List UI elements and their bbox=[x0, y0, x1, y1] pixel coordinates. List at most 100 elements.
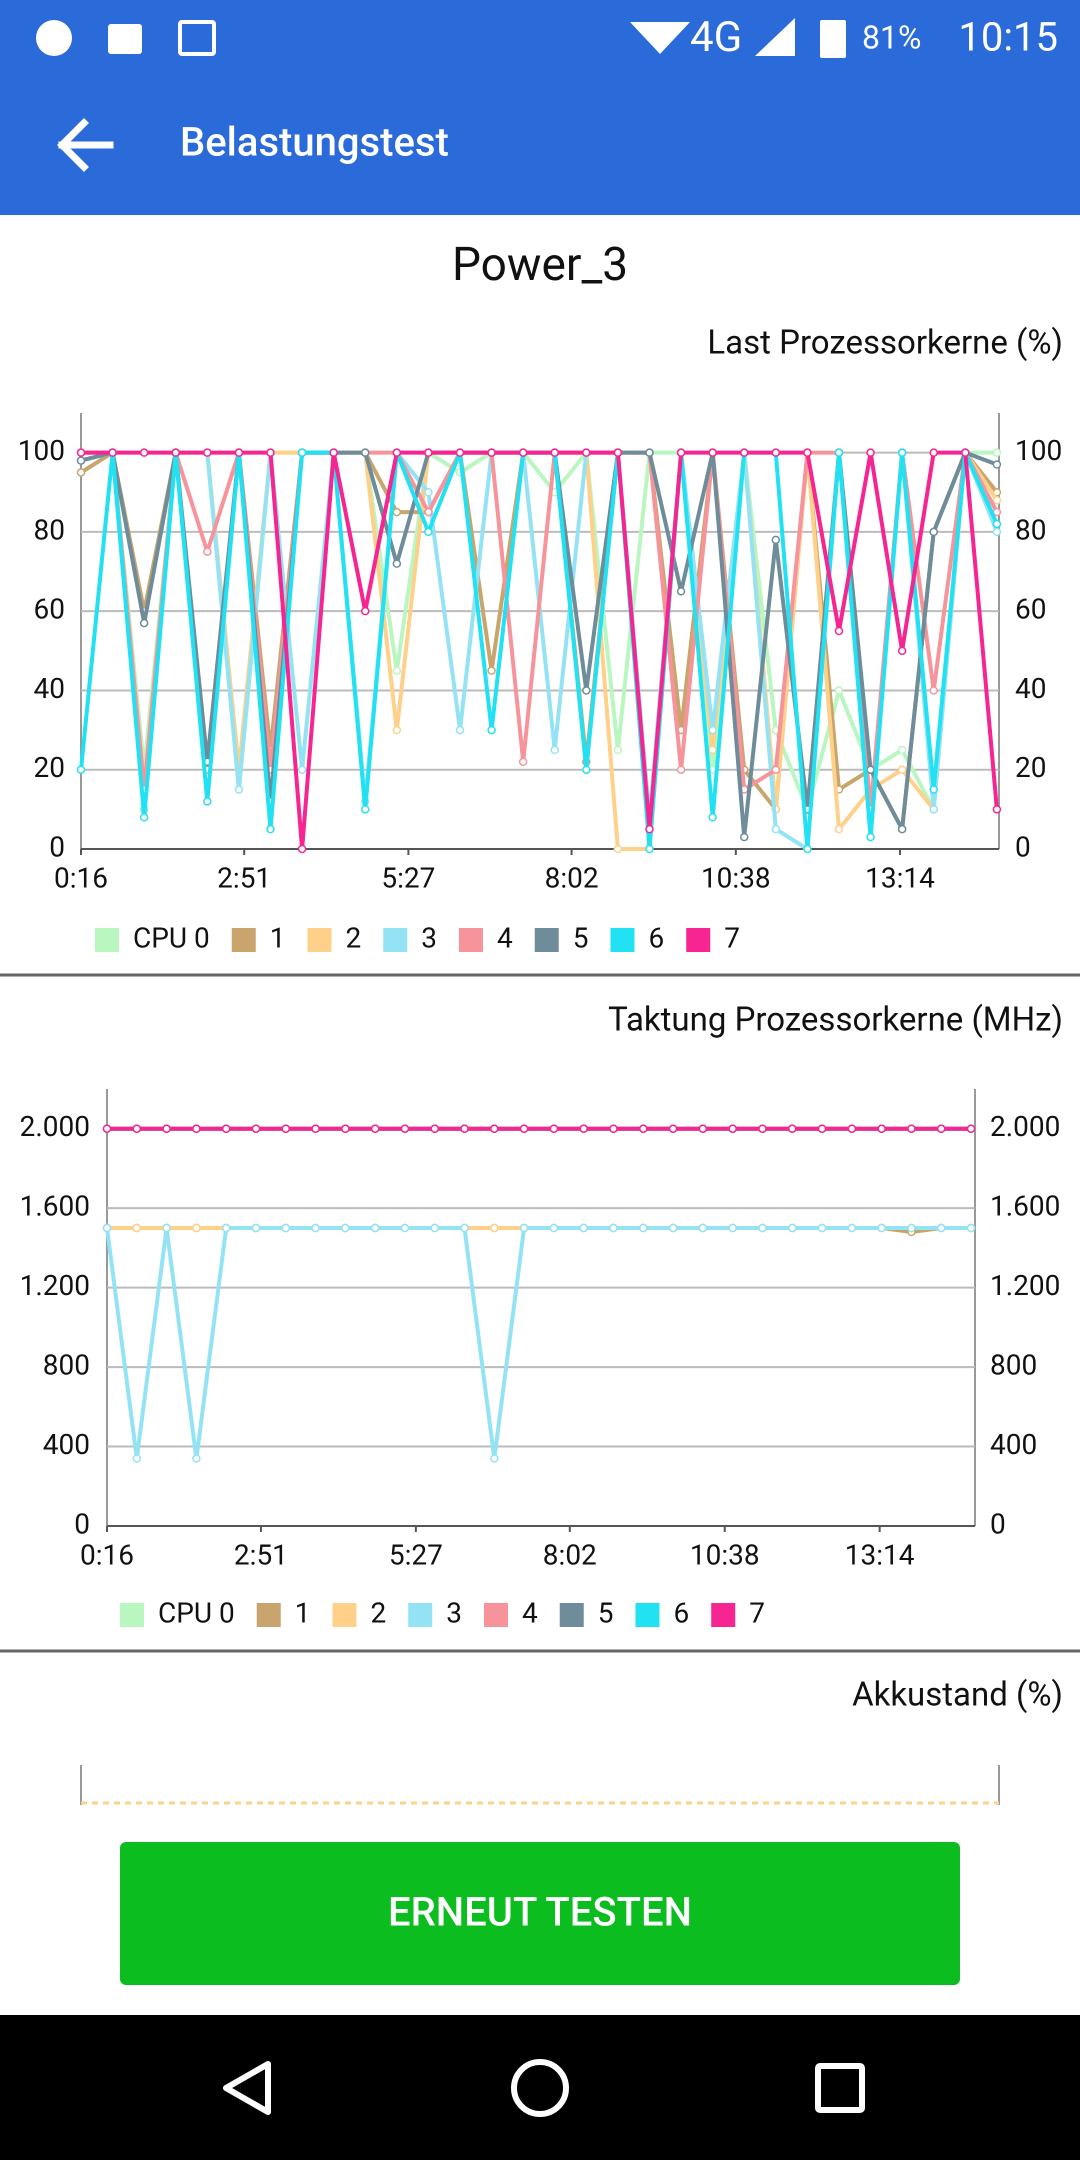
data-point bbox=[341, 1124, 350, 1133]
nav-back[interactable] bbox=[223, 2061, 271, 2115]
data-point bbox=[582, 448, 591, 457]
data-point bbox=[341, 1223, 350, 1233]
y-tick-label: 20 bbox=[34, 751, 65, 784]
legend-label: 7 bbox=[749, 1596, 765, 1629]
chart-title: Last Prozessorkerne (%) bbox=[707, 324, 1063, 363]
nav-recents[interactable] bbox=[815, 2063, 865, 2113]
data-point bbox=[788, 1124, 797, 1133]
data-point bbox=[668, 1124, 678, 1133]
data-point bbox=[758, 1124, 767, 1133]
data-point bbox=[676, 587, 686, 596]
y-tick-label-right: 800 bbox=[990, 1348, 1037, 1381]
data-point bbox=[221, 1223, 231, 1233]
y-tick-label: 800 bbox=[43, 1348, 90, 1381]
data-point bbox=[430, 1124, 439, 1133]
legend-label: 5 bbox=[573, 921, 589, 954]
data-point bbox=[771, 448, 781, 457]
data-point bbox=[360, 606, 370, 616]
legend-swatch bbox=[256, 1603, 281, 1627]
data-point bbox=[311, 1223, 320, 1233]
data-point bbox=[609, 1124, 618, 1133]
data-point bbox=[203, 797, 212, 806]
legend-label: 5 bbox=[598, 1596, 614, 1629]
data-point bbox=[132, 1223, 142, 1233]
nav-home[interactable] bbox=[511, 2059, 569, 2117]
x-tick-label: 2:51 bbox=[217, 861, 271, 894]
data-point bbox=[992, 448, 1002, 457]
legend-swatch bbox=[408, 1603, 433, 1627]
legend-label: CPU 0 bbox=[158, 1596, 235, 1629]
data-point bbox=[550, 448, 559, 457]
data-point bbox=[460, 1124, 469, 1133]
data-point bbox=[771, 824, 781, 834]
data-point bbox=[698, 1124, 708, 1133]
wifi-icon bbox=[630, 22, 690, 54]
data-point bbox=[266, 824, 275, 834]
data-point bbox=[251, 1223, 261, 1233]
data-point bbox=[866, 448, 875, 457]
data-point bbox=[708, 448, 717, 457]
data-point bbox=[834, 448, 844, 457]
data-point bbox=[609, 1223, 618, 1233]
y-tick-label: 100 bbox=[18, 434, 65, 467]
y-tick-label-right: 20 bbox=[1015, 751, 1046, 784]
data-point bbox=[645, 844, 654, 854]
y-tick-label-right: 40 bbox=[1015, 672, 1046, 705]
back-button[interactable] bbox=[57, 118, 114, 172]
legend-label: 7 bbox=[724, 921, 740, 954]
data-point bbox=[311, 1124, 320, 1133]
legend-label: 6 bbox=[673, 1596, 689, 1629]
button-background[interactable] bbox=[120, 1842, 960, 1985]
data-point bbox=[400, 1124, 410, 1133]
data-point bbox=[329, 448, 338, 457]
data-point bbox=[203, 547, 212, 556]
button-label[interactable]: ERNEUT TESTEN bbox=[388, 1889, 692, 1936]
x-tick-label: 0:16 bbox=[54, 861, 108, 894]
y-tick-label: 1.200 bbox=[20, 1269, 90, 1302]
data-point bbox=[992, 805, 1002, 814]
data-point bbox=[392, 666, 402, 675]
data-point bbox=[370, 1124, 380, 1133]
data-point bbox=[866, 832, 875, 842]
data-point bbox=[639, 1223, 648, 1233]
data-point bbox=[803, 844, 812, 854]
y-tick-label: 60 bbox=[34, 593, 65, 626]
data-point bbox=[360, 448, 370, 457]
data-point bbox=[76, 448, 86, 457]
data-point bbox=[834, 824, 844, 834]
data-point bbox=[966, 1124, 976, 1133]
y-tick-label-right: 80 bbox=[1015, 513, 1046, 546]
data-point bbox=[266, 448, 275, 457]
retest-button[interactable]: ERNEUT TESTEN bbox=[120, 1842, 960, 1985]
data-point bbox=[392, 507, 402, 517]
y-tick-label: 400 bbox=[43, 1428, 90, 1461]
back-arrow[interactable] bbox=[57, 118, 114, 172]
data-point bbox=[487, 448, 496, 457]
x-tick-label: 13:14 bbox=[845, 1538, 915, 1571]
data-point bbox=[771, 535, 781, 545]
data-point bbox=[639, 1124, 648, 1133]
data-point bbox=[132, 1454, 142, 1463]
data-point bbox=[550, 745, 559, 755]
y-tick-label-right: 0 bbox=[1015, 830, 1031, 863]
data-point bbox=[961, 448, 970, 457]
data-point bbox=[192, 1223, 201, 1233]
data-point bbox=[728, 1124, 737, 1133]
data-point bbox=[771, 765, 781, 774]
legend-swatch bbox=[307, 928, 332, 952]
data-point bbox=[579, 1223, 588, 1233]
legend-swatch bbox=[483, 1603, 508, 1627]
data-point bbox=[739, 448, 749, 457]
legend-swatch bbox=[95, 928, 119, 952]
data-point bbox=[400, 1223, 410, 1233]
legend-label: 2 bbox=[345, 921, 361, 954]
legend-swatch bbox=[559, 1603, 584, 1627]
x-tick-label: 10:38 bbox=[690, 1538, 760, 1571]
test-name: Power_3 bbox=[452, 238, 628, 292]
data-point bbox=[281, 1223, 291, 1233]
data-point bbox=[613, 745, 623, 755]
data-point bbox=[370, 1223, 380, 1233]
y-tick-label-right: 0 bbox=[990, 1507, 1006, 1540]
data-point bbox=[877, 1223, 886, 1233]
data-point bbox=[803, 448, 812, 457]
